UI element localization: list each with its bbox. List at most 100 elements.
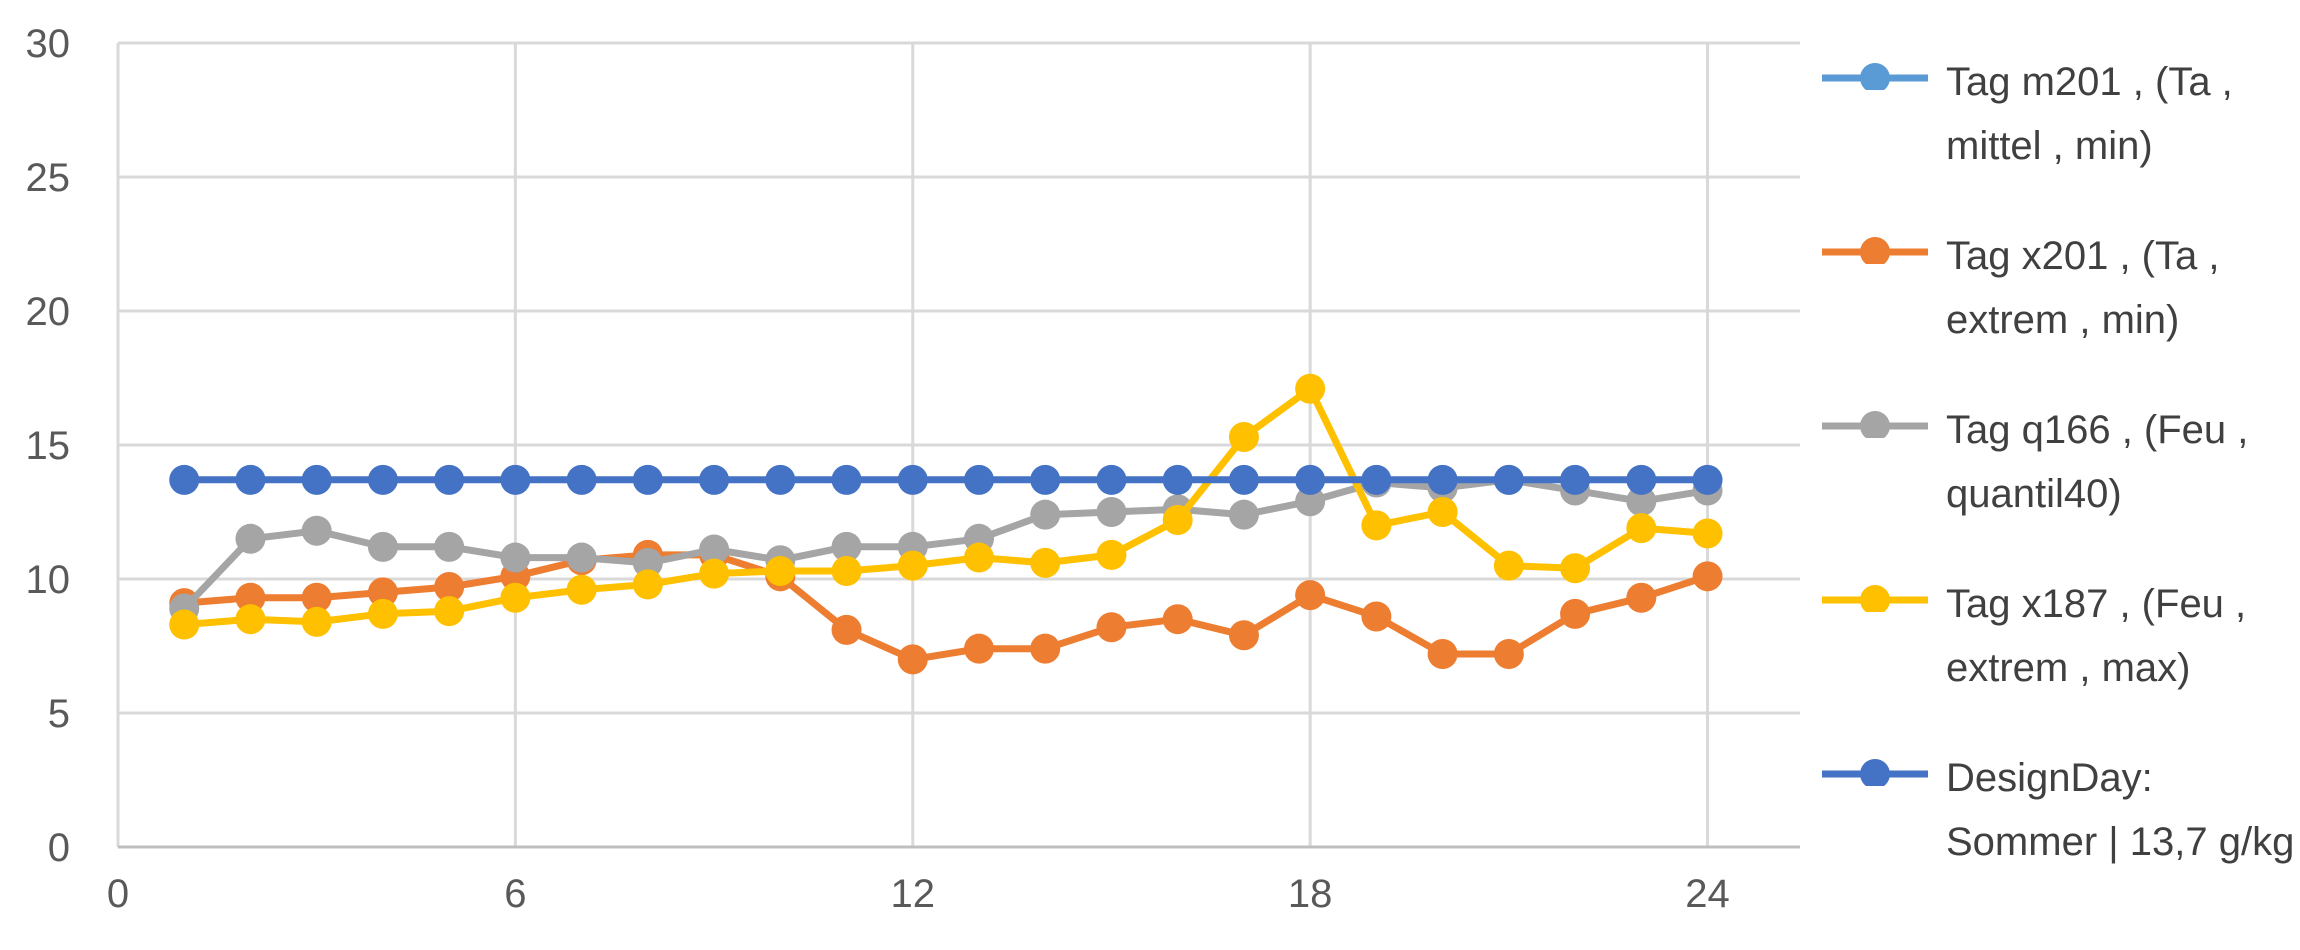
data-point — [1626, 582, 1657, 613]
series-layer — [169, 373, 1723, 675]
series-line — [183, 551, 1709, 663]
legend-swatch — [1822, 759, 1928, 786]
x-tick-label: 6 — [504, 872, 526, 916]
data-point — [1228, 464, 1259, 495]
data-point — [1295, 464, 1326, 495]
data-point — [566, 542, 597, 573]
data-point — [1427, 497, 1458, 527]
data-point — [1692, 561, 1723, 592]
data-point — [1030, 633, 1061, 664]
data-point — [301, 606, 332, 637]
y-tick-label: 0 — [48, 826, 70, 870]
data-point — [1427, 639, 1458, 670]
data-point — [1030, 499, 1061, 530]
data-point — [566, 464, 597, 495]
legend-swatch-marker — [1860, 411, 1890, 438]
y-tick-label: 10 — [26, 558, 71, 602]
data-point — [897, 464, 928, 495]
data-point — [1692, 464, 1723, 495]
data-point — [1361, 601, 1392, 632]
data-point — [897, 644, 928, 675]
data-point — [699, 464, 730, 495]
data-point — [1626, 513, 1657, 544]
data-point — [1626, 486, 1657, 517]
data-point — [1228, 421, 1259, 452]
data-point — [1560, 598, 1591, 629]
data-point — [434, 464, 465, 495]
data-point — [1162, 505, 1193, 536]
data-point — [434, 572, 465, 603]
legend: Tag m201 , (Ta , mittel , min) Tag x201 ,… — [1820, 40, 2300, 910]
axes — [116, 43, 1800, 849]
data-point — [1162, 464, 1193, 495]
data-point — [1493, 550, 1524, 581]
y-tick-label: 25 — [26, 156, 71, 200]
data-point — [235, 604, 266, 635]
series-4 — [169, 464, 1723, 495]
data-point — [1228, 499, 1259, 530]
data-point — [1096, 612, 1127, 643]
data-point — [897, 550, 928, 581]
data-point — [1096, 497, 1127, 527]
data-point — [1295, 373, 1326, 404]
data-point — [765, 464, 796, 495]
x-tick-label: 24 — [1685, 872, 1730, 916]
series-2 — [169, 464, 1723, 624]
legend-swatch-marker — [1860, 585, 1890, 612]
legend-swatch-marker — [1860, 63, 1890, 90]
data-point — [169, 609, 200, 640]
data-point — [367, 577, 398, 608]
legend-item: Tag x201 , (Ta , extrem , min) — [1820, 214, 2300, 388]
x-tick-label: 12 — [891, 872, 936, 916]
legend-swatch — [1822, 63, 1928, 90]
data-point — [500, 582, 531, 613]
series-3 — [169, 373, 1723, 640]
data-point — [235, 582, 266, 613]
tick-labels: 0 5 10 15 20 25 30 0 6 12 18 24 — [26, 22, 1730, 916]
data-point — [1560, 464, 1591, 495]
data-point — [434, 596, 465, 627]
data-point — [1228, 620, 1259, 651]
legend-item: Tag m201 , (Ta , mittel , min) — [1820, 40, 2300, 214]
data-point — [1361, 510, 1392, 541]
data-point — [1295, 486, 1326, 517]
y-tick-label: 20 — [26, 290, 71, 334]
x-tick-label: 18 — [1288, 872, 1333, 916]
legend-swatch — [1822, 411, 1928, 438]
y-tick-label: 5 — [48, 692, 70, 736]
data-point — [1626, 464, 1657, 495]
data-point — [169, 464, 200, 495]
legend-swatch-marker — [1860, 759, 1890, 786]
data-point — [831, 531, 862, 562]
data-point — [235, 523, 266, 554]
legend-label: DesignDay: Sommer | 13,7 g/kg — [1946, 756, 2295, 864]
data-point — [1361, 464, 1392, 495]
legend-swatch-marker — [1860, 237, 1890, 264]
legend-label: Tag q166 , (Feu , quantil40) — [1946, 408, 2249, 516]
data-point — [964, 633, 994, 664]
data-point — [566, 574, 597, 605]
data-point — [301, 582, 332, 613]
legend-swatch — [1822, 237, 1928, 264]
data-point — [699, 534, 730, 565]
data-point — [367, 464, 398, 495]
data-point — [434, 531, 465, 562]
data-point — [1162, 604, 1193, 635]
data-point — [831, 555, 862, 586]
data-point — [500, 542, 531, 573]
data-point — [699, 558, 730, 589]
data-point — [1560, 553, 1591, 584]
data-point — [1030, 464, 1061, 495]
legend-swatch — [1822, 585, 1928, 612]
data-point — [765, 555, 796, 586]
y-tick-label: 15 — [26, 424, 71, 468]
data-point — [964, 542, 994, 573]
data-point — [1692, 518, 1723, 549]
data-point — [1096, 464, 1127, 495]
legend-item: DesignDay: Sommer | 13,7 g/kg — [1820, 736, 2300, 910]
data-point — [301, 515, 332, 546]
legend-item: Tag x187 , (Feu , extrem , max) — [1820, 562, 2300, 736]
legend-label: Tag x187 , (Feu , extrem , max) — [1946, 582, 2247, 690]
gridlines — [118, 41, 1800, 847]
data-point — [632, 569, 663, 600]
